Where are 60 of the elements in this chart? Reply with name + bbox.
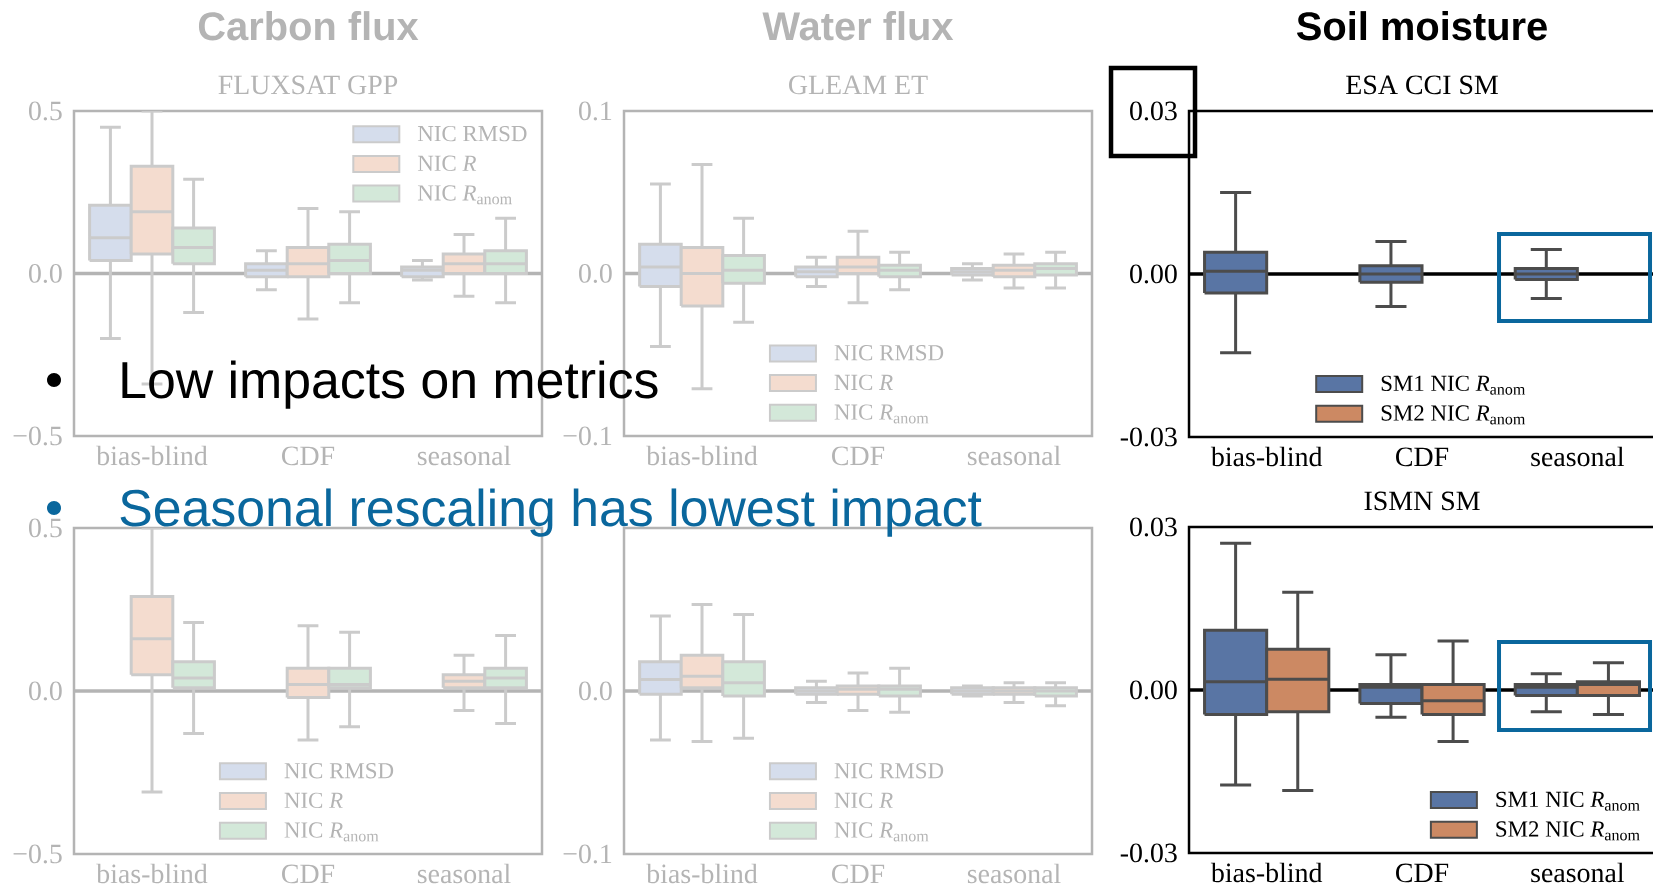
y-tick-label: 0.00 bbox=[1130, 680, 1177, 700]
x-tick-label: seasonal bbox=[1531, 446, 1625, 467]
y-tick-label: −0.5 bbox=[13, 844, 62, 864]
y-tick-label: 0.00 bbox=[1130, 264, 1177, 284]
y-tick-label: 0.1 bbox=[579, 101, 612, 121]
y-tick-label: 0.0 bbox=[28, 681, 62, 701]
y-tick-label: 0.03 bbox=[1130, 101, 1177, 121]
x-tick-label: seasonal bbox=[417, 863, 511, 884]
x-tick-label: seasonal bbox=[1531, 862, 1625, 883]
x-tick-label: seasonal bbox=[417, 445, 511, 466]
chart-subtitle: FLUXSAT GPP bbox=[218, 75, 398, 95]
chart-subtitle: ISMN SM bbox=[1364, 491, 1480, 511]
y-tick-label: -0.03 bbox=[1120, 427, 1177, 447]
y-tick-label: -0.03 bbox=[1120, 843, 1177, 863]
y-tick-label: 0.03 bbox=[1130, 517, 1177, 537]
y-tick-label: 0.5 bbox=[28, 101, 62, 121]
legend-label: NIC R bbox=[284, 792, 343, 809]
x-tick-label: bias-blind bbox=[96, 445, 208, 466]
legend-label: NIC RMSD bbox=[834, 345, 944, 361]
y-tick-label: −0.5 bbox=[13, 426, 62, 446]
legend-label: NIC R bbox=[417, 155, 477, 171]
legend-label: SM2 NIC R$_{anom}$ bbox=[1496, 821, 1640, 841]
y-tick-label: 0.0 bbox=[28, 264, 62, 283]
annotation: Seasonal rescaling has lowest impact bbox=[120, 488, 982, 537]
annotation: Low impacts on metrics bbox=[122, 360, 658, 409]
chart-title: Carbon flux bbox=[198, 11, 419, 41]
x-tick-label: bias-blind bbox=[96, 863, 208, 884]
legend-label: NIC RMSD bbox=[417, 125, 527, 142]
chart-subtitle: GLEAM ET bbox=[789, 75, 928, 95]
x-tick-label: bias-blind bbox=[646, 445, 758, 466]
y-tick-label: 0.5 bbox=[28, 518, 62, 538]
y-tick-label: 0.0 bbox=[579, 264, 612, 283]
legend-label: NIC R bbox=[834, 374, 893, 391]
x-tick-label: CDF bbox=[1396, 447, 1449, 467]
x-tick-label: bias-blind bbox=[1210, 446, 1323, 467]
legend-label: NIC RMSD bbox=[834, 763, 944, 779]
chart-subtitle: ESA CCI SM bbox=[1346, 75, 1498, 95]
legend-label: NIC RMSD bbox=[284, 763, 394, 779]
y-tick-label: −0.1 bbox=[563, 844, 612, 864]
x-tick-label: CDF bbox=[282, 446, 335, 466]
legend-label: NIC R bbox=[834, 792, 893, 809]
y-tick-label: 0.0 bbox=[579, 681, 612, 701]
legend-label: NIC R$_{anom}$ bbox=[834, 822, 929, 842]
x-tick-label: seasonal bbox=[967, 863, 1061, 884]
chart-title: Soil moisture bbox=[1296, 11, 1547, 41]
x-tick-label: bias-blind bbox=[646, 863, 758, 884]
x-tick-label: CDF bbox=[832, 864, 885, 884]
legend-label: SM2 NIC R$_{anom}$ bbox=[1381, 405, 1526, 425]
x-tick-label: CDF bbox=[832, 446, 885, 466]
x-tick-label: bias-blind bbox=[1210, 862, 1323, 883]
legend-label: SM1 NIC R$_{anom}$ bbox=[1381, 375, 1526, 395]
x-tick-label: CDF bbox=[282, 864, 335, 884]
y-tick-label: −0.1 bbox=[563, 426, 612, 446]
legend-label: SM1 NIC R$_{anom}$ bbox=[1496, 791, 1640, 811]
chart-title: Water flux bbox=[762, 11, 954, 41]
x-tick-label: seasonal bbox=[967, 445, 1061, 466]
x-tick-label: CDF bbox=[1396, 863, 1449, 883]
legend-label: NIC R$_{anom}$ bbox=[834, 404, 929, 424]
legend-label: NIC R$_{anom}$ bbox=[417, 185, 512, 205]
legend-label: NIC R$_{anom}$ bbox=[284, 822, 379, 842]
